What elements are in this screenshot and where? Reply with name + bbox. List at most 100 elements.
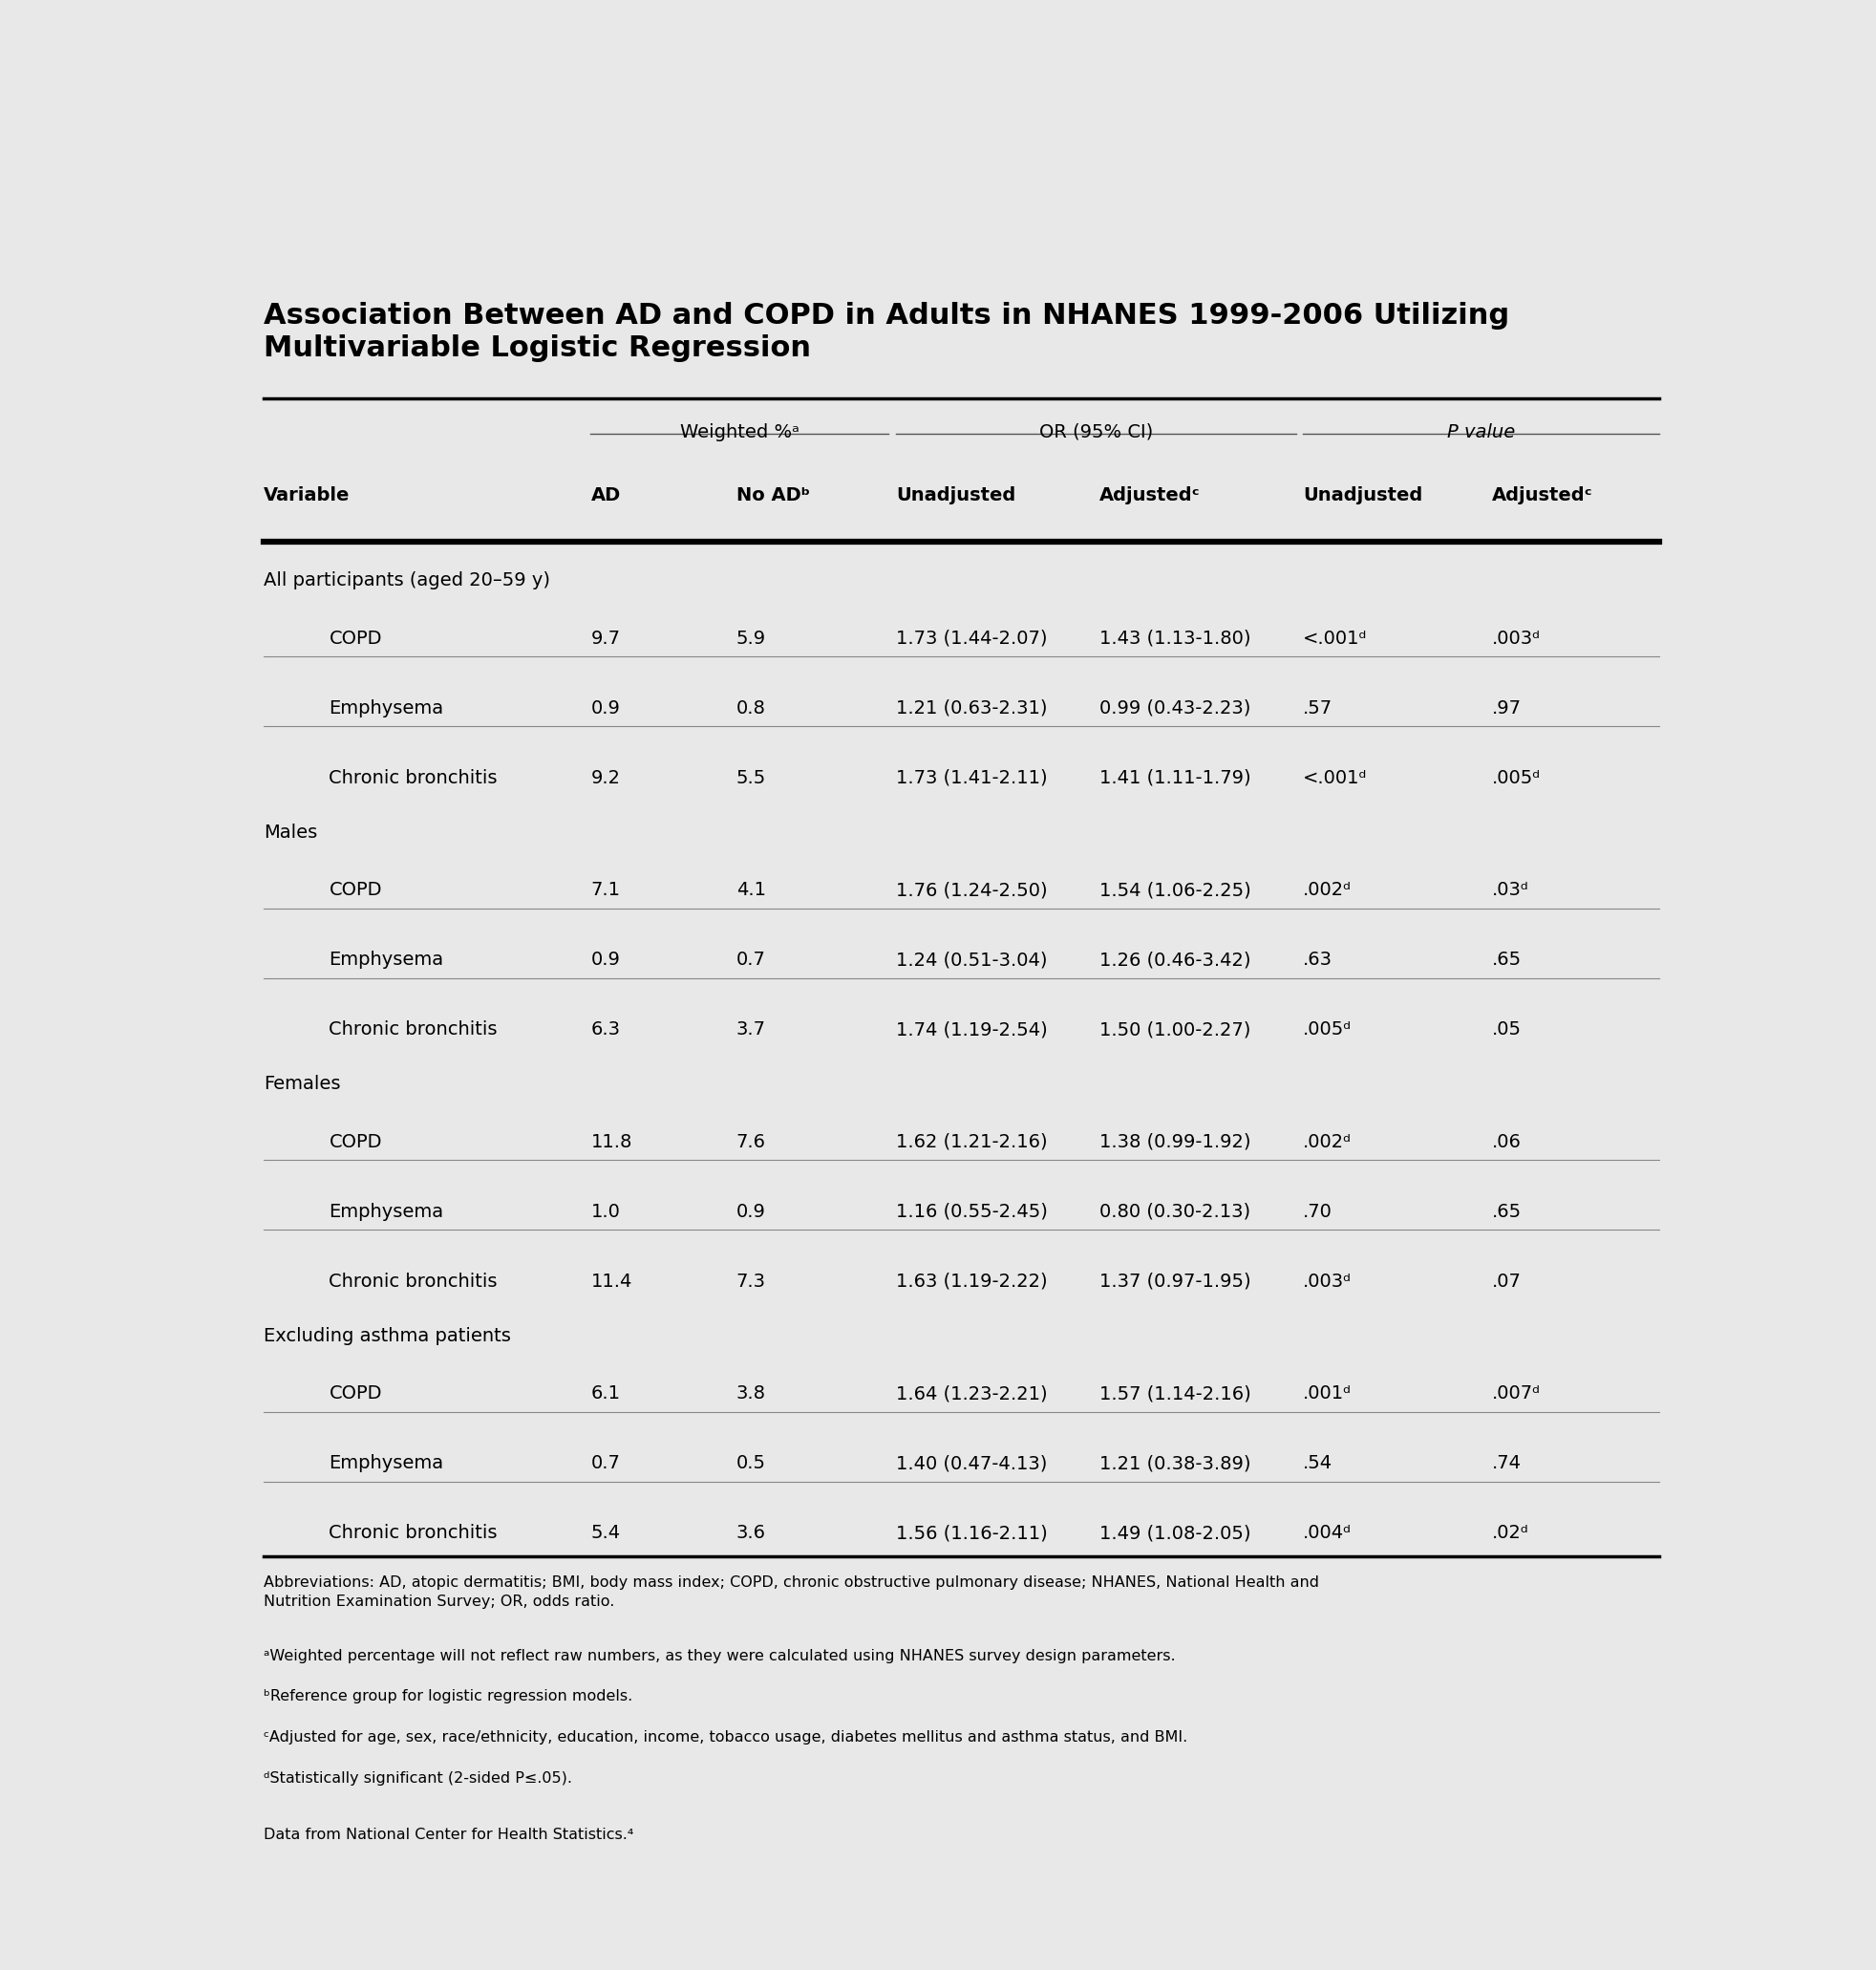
Text: ᵈStatistically significant (2-sided P≤.05).: ᵈStatistically significant (2-sided P≤.0… bbox=[263, 1771, 572, 1787]
Text: COPD: COPD bbox=[328, 628, 383, 648]
Text: 1.37 (0.97-1.95): 1.37 (0.97-1.95) bbox=[1099, 1273, 1251, 1290]
Text: 0.99 (0.43-2.23): 0.99 (0.43-2.23) bbox=[1099, 699, 1251, 717]
Text: .05: .05 bbox=[1491, 1020, 1521, 1038]
Text: 0.8: 0.8 bbox=[735, 699, 765, 717]
Text: .001ᵈ: .001ᵈ bbox=[1304, 1385, 1353, 1403]
Text: .004ᵈ: .004ᵈ bbox=[1304, 1525, 1353, 1543]
Text: .06: .06 bbox=[1491, 1133, 1521, 1150]
Text: Unadjusted: Unadjusted bbox=[1304, 487, 1422, 504]
Text: .003ᵈ: .003ᵈ bbox=[1491, 628, 1540, 648]
Text: 11.4: 11.4 bbox=[591, 1273, 632, 1290]
Text: 5.9: 5.9 bbox=[735, 628, 765, 648]
Text: 1.74 (1.19-2.54): 1.74 (1.19-2.54) bbox=[897, 1020, 1047, 1038]
Text: 9.7: 9.7 bbox=[591, 628, 621, 648]
Text: 1.50 (1.00-2.27): 1.50 (1.00-2.27) bbox=[1099, 1020, 1251, 1038]
Text: 1.40 (0.47-4.13): 1.40 (0.47-4.13) bbox=[897, 1454, 1047, 1474]
Text: Adjustedᶜ: Adjustedᶜ bbox=[1491, 487, 1593, 504]
Text: .74: .74 bbox=[1491, 1454, 1521, 1474]
Text: 1.49 (1.08-2.05): 1.49 (1.08-2.05) bbox=[1099, 1525, 1251, 1543]
Text: 1.63 (1.19-2.22): 1.63 (1.19-2.22) bbox=[897, 1273, 1047, 1290]
Text: 1.26 (0.46-3.42): 1.26 (0.46-3.42) bbox=[1099, 952, 1251, 969]
Text: .002ᵈ: .002ᵈ bbox=[1304, 1133, 1353, 1150]
Text: Data from National Center for Health Statistics.⁴: Data from National Center for Health Sta… bbox=[263, 1828, 634, 1842]
Text: <.001ᵈ: <.001ᵈ bbox=[1304, 768, 1368, 786]
Text: .70: .70 bbox=[1304, 1202, 1332, 1221]
Text: 3.6: 3.6 bbox=[735, 1525, 765, 1543]
Text: 1.56 (1.16-2.11): 1.56 (1.16-2.11) bbox=[897, 1525, 1047, 1543]
Text: 7.6: 7.6 bbox=[735, 1133, 765, 1150]
Text: 9.2: 9.2 bbox=[591, 768, 621, 786]
Text: 1.43 (1.13-1.80): 1.43 (1.13-1.80) bbox=[1099, 628, 1251, 648]
Text: <.001ᵈ: <.001ᵈ bbox=[1304, 628, 1368, 648]
Text: Excluding asthma patients: Excluding asthma patients bbox=[263, 1328, 510, 1346]
Text: ᵇReference group for logistic regression models.: ᵇReference group for logistic regression… bbox=[263, 1690, 632, 1704]
Text: 1.24 (0.51-3.04): 1.24 (0.51-3.04) bbox=[897, 952, 1047, 969]
Text: 7.3: 7.3 bbox=[735, 1273, 765, 1290]
Text: .65: .65 bbox=[1491, 952, 1521, 969]
Text: 1.62 (1.21-2.16): 1.62 (1.21-2.16) bbox=[897, 1133, 1047, 1150]
Text: 3.8: 3.8 bbox=[735, 1385, 765, 1403]
Text: Males: Males bbox=[263, 823, 317, 841]
Text: Unadjusted: Unadjusted bbox=[897, 487, 1015, 504]
Text: 0.7: 0.7 bbox=[591, 1454, 621, 1474]
Text: 1.21 (0.63-2.31): 1.21 (0.63-2.31) bbox=[897, 699, 1047, 717]
Text: 0.80 (0.30-2.13): 0.80 (0.30-2.13) bbox=[1099, 1202, 1251, 1221]
Text: .005ᵈ: .005ᵈ bbox=[1491, 768, 1540, 786]
Text: Emphysema: Emphysema bbox=[328, 1454, 445, 1474]
Text: 0.9: 0.9 bbox=[591, 952, 621, 969]
Text: 1.16 (0.55-2.45): 1.16 (0.55-2.45) bbox=[897, 1202, 1049, 1221]
Text: ᶜAdjusted for age, sex, race/ethnicity, education, income, tobacco usage, diabet: ᶜAdjusted for age, sex, race/ethnicity, … bbox=[263, 1730, 1188, 1745]
Text: 6.3: 6.3 bbox=[591, 1020, 621, 1038]
Text: 1.0: 1.0 bbox=[591, 1202, 621, 1221]
Text: ᵃWeighted percentage will not reflect raw numbers, as they were calculated using: ᵃWeighted percentage will not reflect ra… bbox=[263, 1649, 1176, 1663]
Text: COPD: COPD bbox=[328, 1133, 383, 1150]
Text: Emphysema: Emphysema bbox=[328, 952, 445, 969]
Text: Emphysema: Emphysema bbox=[328, 699, 445, 717]
Text: P value: P value bbox=[1446, 424, 1516, 441]
Text: 6.1: 6.1 bbox=[591, 1385, 621, 1403]
Text: .97: .97 bbox=[1491, 699, 1521, 717]
Text: 3.7: 3.7 bbox=[735, 1020, 765, 1038]
Text: 1.21 (0.38-3.89): 1.21 (0.38-3.89) bbox=[1099, 1454, 1251, 1474]
Text: No ADᵇ: No ADᵇ bbox=[735, 487, 810, 504]
Text: 11.8: 11.8 bbox=[591, 1133, 632, 1150]
Text: .003ᵈ: .003ᵈ bbox=[1304, 1273, 1353, 1290]
Text: Chronic bronchitis: Chronic bronchitis bbox=[328, 1020, 497, 1038]
Text: 1.64 (1.23-2.21): 1.64 (1.23-2.21) bbox=[897, 1385, 1047, 1403]
Text: 5.5: 5.5 bbox=[735, 768, 765, 786]
Text: All participants (aged 20–59 y): All participants (aged 20–59 y) bbox=[263, 571, 550, 589]
Text: 0.9: 0.9 bbox=[591, 699, 621, 717]
Text: 5.4: 5.4 bbox=[591, 1525, 621, 1543]
Text: Females: Females bbox=[263, 1076, 340, 1093]
Text: .03ᵈ: .03ᵈ bbox=[1491, 881, 1529, 898]
Text: 1.54 (1.06-2.25): 1.54 (1.06-2.25) bbox=[1099, 881, 1251, 898]
Text: .63: .63 bbox=[1304, 952, 1332, 969]
Text: 1.73 (1.44-2.07): 1.73 (1.44-2.07) bbox=[897, 628, 1047, 648]
Text: Emphysema: Emphysema bbox=[328, 1202, 445, 1221]
Text: .65: .65 bbox=[1491, 1202, 1521, 1221]
Text: 1.41 (1.11-1.79): 1.41 (1.11-1.79) bbox=[1099, 768, 1251, 786]
Text: Association Between AD and COPD in Adults in NHANES 1999-2006 Utilizing
Multivar: Association Between AD and COPD in Adult… bbox=[263, 301, 1510, 362]
Text: .02ᵈ: .02ᵈ bbox=[1491, 1525, 1529, 1543]
Text: .002ᵈ: .002ᵈ bbox=[1304, 881, 1353, 898]
Text: AD: AD bbox=[591, 487, 621, 504]
Text: Variable: Variable bbox=[263, 487, 351, 504]
Text: 1.38 (0.99-1.92): 1.38 (0.99-1.92) bbox=[1099, 1133, 1251, 1150]
Text: Chronic bronchitis: Chronic bronchitis bbox=[328, 1273, 497, 1290]
Text: 1.57 (1.14-2.16): 1.57 (1.14-2.16) bbox=[1099, 1385, 1251, 1403]
Text: 0.9: 0.9 bbox=[735, 1202, 765, 1221]
Text: 4.1: 4.1 bbox=[735, 881, 765, 898]
Text: OR (95% CI): OR (95% CI) bbox=[1039, 424, 1154, 441]
Text: .57: .57 bbox=[1304, 699, 1332, 717]
Text: .07: .07 bbox=[1491, 1273, 1521, 1290]
Text: 7.1: 7.1 bbox=[591, 881, 621, 898]
Text: 0.7: 0.7 bbox=[735, 952, 765, 969]
Text: COPD: COPD bbox=[328, 1385, 383, 1403]
Text: .005ᵈ: .005ᵈ bbox=[1304, 1020, 1353, 1038]
Text: .54: .54 bbox=[1304, 1454, 1332, 1474]
Text: 1.76 (1.24-2.50): 1.76 (1.24-2.50) bbox=[897, 881, 1047, 898]
Text: COPD: COPD bbox=[328, 881, 383, 898]
Text: .007ᵈ: .007ᵈ bbox=[1491, 1385, 1540, 1403]
Text: 0.5: 0.5 bbox=[735, 1454, 765, 1474]
Text: Adjustedᶜ: Adjustedᶜ bbox=[1099, 487, 1201, 504]
